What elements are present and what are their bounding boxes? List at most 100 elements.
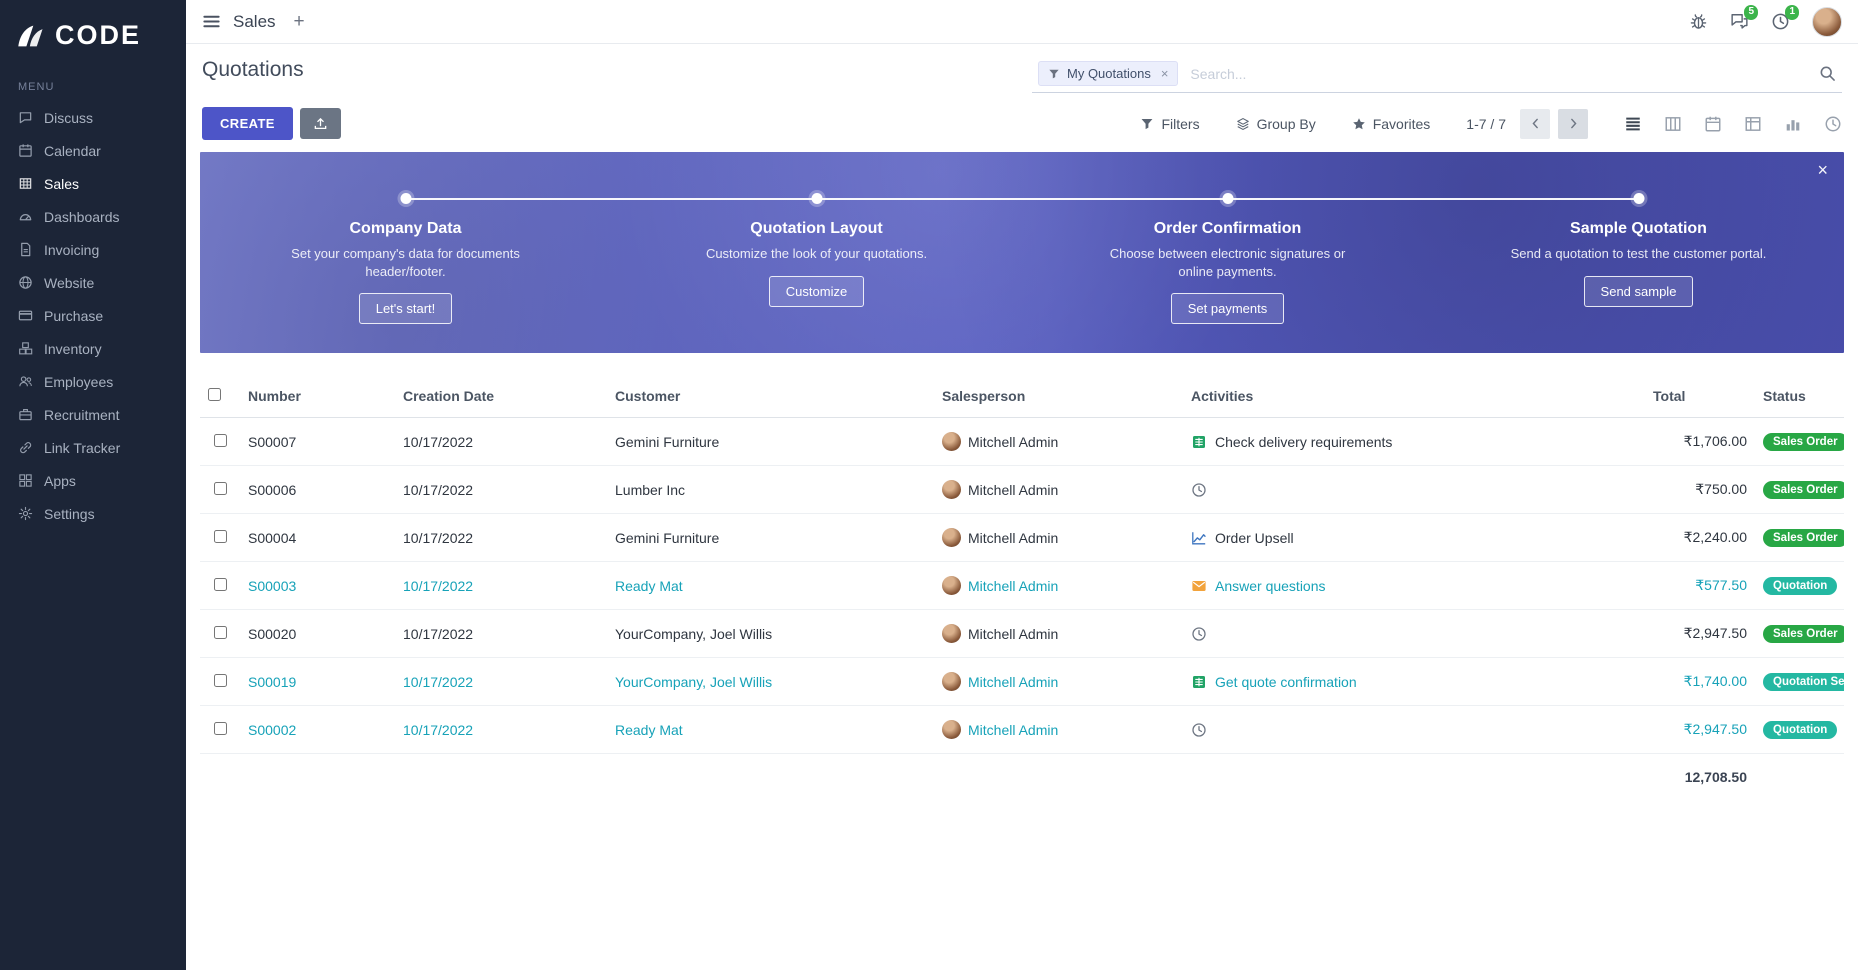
- quotation-number[interactable]: S00004: [240, 513, 395, 562]
- activity-cell[interactable]: Answer questions: [1191, 578, 1637, 594]
- table-row[interactable]: S00006 10/17/2022 Lumber Inc Mitchell Ad…: [200, 465, 1844, 514]
- column-header-status[interactable]: Status: [1755, 375, 1844, 418]
- sidebar-item-label: Sales: [44, 175, 80, 192]
- upload-button[interactable]: [299, 108, 341, 139]
- set-payments-button[interactable]: Set payments: [1170, 293, 1285, 325]
- sidebar-item-invoicing[interactable]: Invoicing: [0, 233, 186, 266]
- salesperson-avatar: [942, 576, 961, 595]
- activity-cell[interactable]: [1191, 722, 1637, 738]
- table-row[interactable]: S00004 10/17/2022 Gemini Furniture Mitch…: [200, 513, 1844, 562]
- user-avatar[interactable]: [1812, 6, 1842, 37]
- view-activity-icon[interactable]: [1824, 115, 1842, 133]
- total-amount: ₹577.50: [1645, 561, 1755, 610]
- sidebar-item-discuss[interactable]: Discuss: [0, 101, 186, 134]
- sidebar-item-label: Invoicing: [44, 241, 100, 258]
- row-checkbox[interactable]: [213, 433, 227, 447]
- activity-cell[interactable]: Get quote confirmation: [1191, 674, 1637, 690]
- search-facet-my-quotations[interactable]: My Quotations ×: [1038, 61, 1179, 86]
- hamburger-menu-icon[interactable]: [202, 12, 221, 31]
- lets-start-button[interactable]: Let's start!: [358, 293, 453, 325]
- table-row[interactable]: S00019 10/17/2022 YourCompany, Joel Will…: [200, 657, 1844, 706]
- facet-remove-icon[interactable]: ×: [1160, 66, 1169, 81]
- app-logo[interactable]: CODE: [0, 0, 186, 69]
- pager-next-button[interactable]: [1558, 108, 1588, 139]
- activity-cell[interactable]: [1191, 482, 1637, 498]
- activity-cell[interactable]: [1191, 626, 1637, 642]
- table-row[interactable]: S00020 10/17/2022 YourCompany, Joel Will…: [200, 609, 1844, 658]
- select-all-checkbox[interactable]: [208, 388, 221, 401]
- quotation-number[interactable]: S00003: [240, 561, 395, 610]
- status-badge: Quotation Sent: [1763, 673, 1844, 691]
- sidebar-item-employees[interactable]: Employees: [0, 365, 186, 398]
- sidebar-item-label: Purchase: [44, 307, 104, 324]
- sidebar-item-settings[interactable]: Settings: [0, 497, 186, 530]
- filters-button[interactable]: Filters: [1140, 116, 1200, 132]
- activity-label: Order Upsell: [1215, 529, 1294, 546]
- quotation-number[interactable]: S00019: [240, 657, 395, 706]
- sidebar-item-purchase[interactable]: Purchase: [0, 299, 186, 332]
- step-description: Send a quotation to test the customer po…: [1510, 246, 1767, 261]
- activities-clock-icon[interactable]: 1: [1771, 5, 1799, 31]
- view-pivot-icon[interactable]: [1744, 115, 1762, 133]
- quotation-number[interactable]: S00002: [240, 705, 395, 754]
- create-button[interactable]: CREATE: [202, 107, 293, 140]
- column-header-total[interactable]: Total: [1645, 375, 1755, 418]
- messages-icon[interactable]: 5: [1730, 5, 1758, 31]
- row-checkbox[interactable]: [213, 721, 227, 735]
- favorites-button[interactable]: Favorites: [1352, 116, 1430, 132]
- activity-cell[interactable]: Order Upsell: [1191, 530, 1637, 546]
- table-row[interactable]: S00007 10/17/2022 Gemini Furniture Mitch…: [200, 417, 1844, 466]
- sidebar-item-website[interactable]: Website: [0, 266, 186, 299]
- banner-close-icon[interactable]: ×: [1817, 160, 1828, 180]
- row-checkbox[interactable]: [213, 481, 227, 495]
- view-graph-icon[interactable]: [1784, 115, 1802, 133]
- row-checkbox[interactable]: [213, 577, 227, 591]
- sidebar-item-link-tracker[interactable]: Link Tracker: [0, 431, 186, 464]
- column-header-creation-date[interactable]: Creation Date: [395, 375, 607, 418]
- customize-button[interactable]: Customize: [768, 275, 865, 307]
- column-header-activities[interactable]: Activities: [1183, 375, 1645, 418]
- send-sample-button[interactable]: Send sample: [1583, 275, 1694, 307]
- search-icon[interactable]: [1819, 65, 1836, 82]
- table-row[interactable]: S00003 10/17/2022 Ready Mat Mitchell Adm…: [200, 561, 1844, 610]
- quotation-number[interactable]: S00006: [240, 465, 395, 514]
- view-calendar-icon[interactable]: [1704, 115, 1722, 133]
- table-row[interactable]: S00002 10/17/2022 Ready Mat Mitchell Adm…: [200, 705, 1844, 754]
- sidebar-item-sales[interactable]: Sales: [0, 167, 186, 200]
- column-header-salesperson[interactable]: Salesperson: [934, 375, 1183, 418]
- row-checkbox[interactable]: [213, 625, 227, 639]
- search-bar[interactable]: My Quotations ×: [1032, 58, 1842, 93]
- activity-cell[interactable]: Check delivery requirements: [1191, 434, 1637, 450]
- quotation-number[interactable]: S00020: [240, 609, 395, 658]
- upload-icon: [313, 116, 328, 131]
- sidebar-item-dashboards[interactable]: Dashboards: [0, 200, 186, 233]
- row-checkbox[interactable]: [213, 673, 227, 687]
- view-kanban-icon[interactable]: [1664, 115, 1682, 133]
- status-badge: Sales Order: [1763, 433, 1844, 451]
- sidebar-item-label: Dashboards: [44, 208, 120, 225]
- onboarding-step-sample-quotation: Sample Quotation Send a quotation to tes…: [1433, 152, 1844, 353]
- sidebar-item-calendar[interactable]: Calendar: [0, 134, 186, 167]
- sidebar-item-recruitment[interactable]: Recruitment: [0, 398, 186, 431]
- group-by-button[interactable]: Group By: [1236, 116, 1316, 132]
- clock-icon: [1191, 722, 1207, 738]
- status-badge: Sales Order: [1763, 481, 1844, 499]
- plus-icon[interactable]: +: [293, 11, 305, 32]
- navbar-app-title[interactable]: Sales: [233, 11, 276, 31]
- row-checkbox[interactable]: [213, 529, 227, 543]
- column-header-number[interactable]: Number: [240, 375, 395, 418]
- search-input[interactable]: [1190, 65, 1819, 82]
- bug-icon[interactable]: [1689, 12, 1708, 31]
- sidebar-item-apps[interactable]: Apps: [0, 464, 186, 497]
- step-title: Order Confirmation: [1153, 220, 1302, 237]
- pager-previous-button[interactable]: [1520, 108, 1550, 139]
- salesperson-avatar: [942, 672, 961, 691]
- link-icon: [18, 440, 33, 455]
- sidebar-item-inventory[interactable]: Inventory: [0, 332, 186, 365]
- creation-date: 10/17/2022: [395, 513, 607, 562]
- column-header-customer[interactable]: Customer: [607, 375, 934, 418]
- view-list-icon[interactable]: [1624, 115, 1642, 133]
- quotation-number[interactable]: S00007: [240, 417, 395, 466]
- spreadsheet-icon: [1191, 674, 1207, 690]
- sidebar-item-label: Employees: [44, 373, 114, 390]
